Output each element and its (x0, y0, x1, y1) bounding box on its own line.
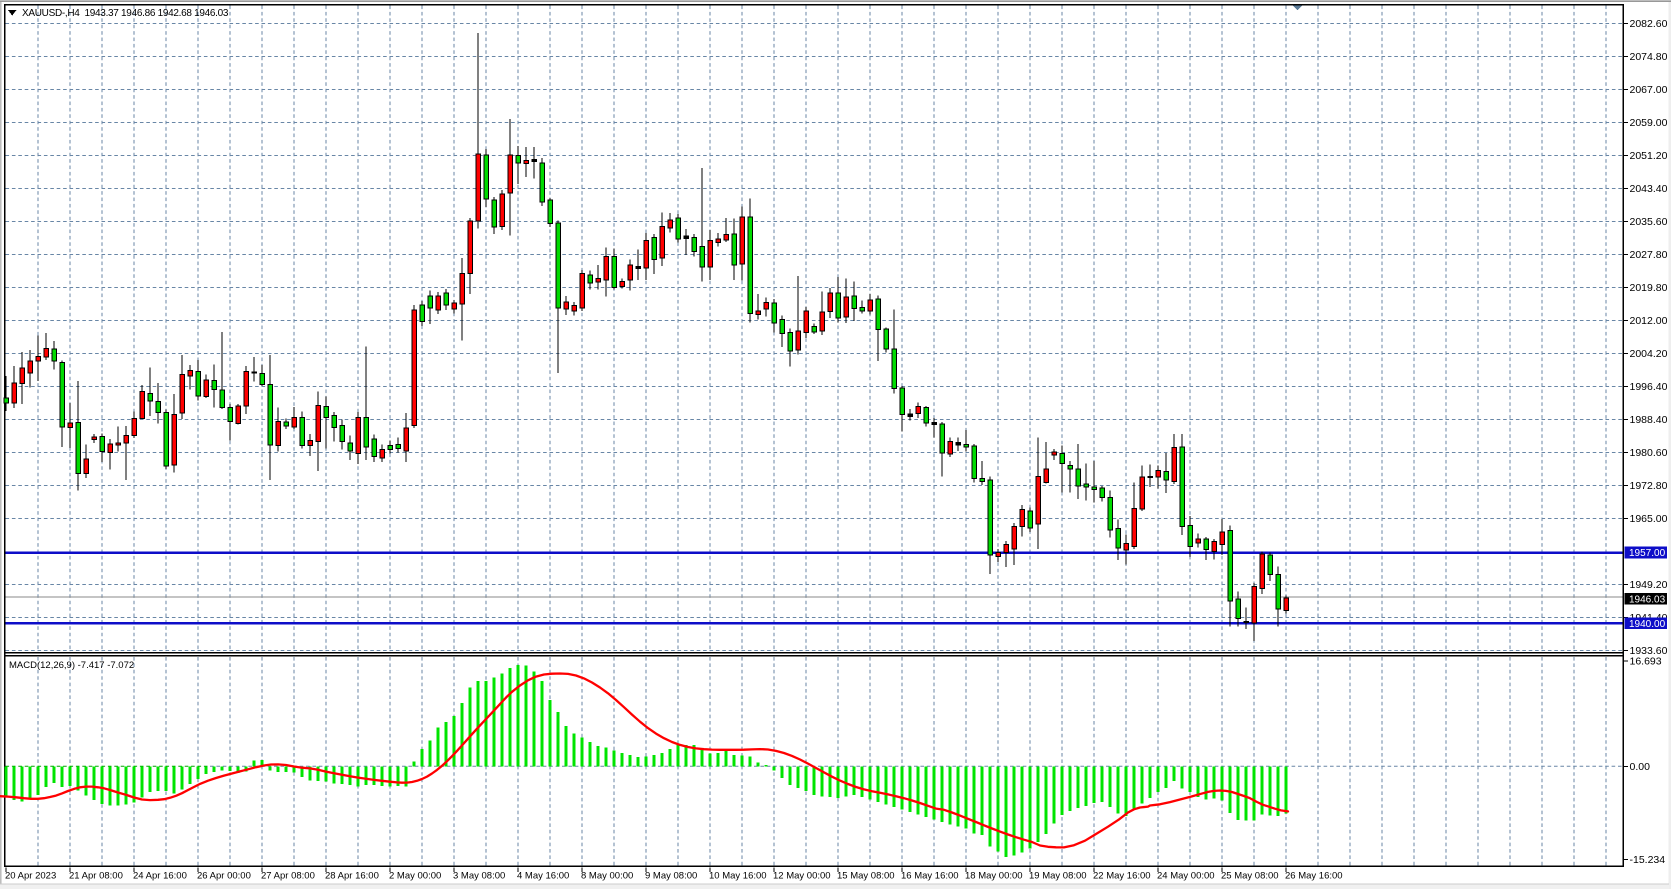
svg-text:1996.40: 1996.40 (1630, 381, 1668, 393)
svg-text:1957.00: 1957.00 (1629, 548, 1666, 559)
svg-text:12 May 00:00: 12 May 00:00 (773, 871, 831, 882)
svg-text:15 May 08:00: 15 May 08:00 (837, 871, 895, 882)
svg-text:0.00: 0.00 (1630, 761, 1651, 773)
svg-text:27 Apr 08:00: 27 Apr 08:00 (261, 871, 315, 882)
svg-text:2043.40: 2043.40 (1630, 183, 1668, 195)
svg-text:28 Apr 16:00: 28 Apr 16:00 (325, 871, 379, 882)
svg-text:16 May 16:00: 16 May 16:00 (901, 871, 959, 882)
svg-text:2051.20: 2051.20 (1630, 150, 1668, 162)
svg-text:4 May 16:00: 4 May 16:00 (517, 871, 569, 882)
svg-text:1940.00: 1940.00 (1629, 619, 1666, 630)
svg-text:16.693: 16.693 (1630, 656, 1662, 668)
svg-text:25 May 08:00: 25 May 08:00 (1221, 871, 1279, 882)
svg-text:2012.00: 2012.00 (1630, 315, 1668, 327)
svg-text:19 May 08:00: 19 May 08:00 (1029, 871, 1087, 882)
svg-text:1946.03: 1946.03 (1629, 594, 1666, 605)
svg-text:2035.60: 2035.60 (1630, 216, 1668, 228)
svg-text:9 May 08:00: 9 May 08:00 (645, 871, 697, 882)
svg-text:18 May 00:00: 18 May 00:00 (965, 871, 1023, 882)
svg-text:8 May 00:00: 8 May 00:00 (581, 871, 633, 882)
svg-text:1933.60: 1933.60 (1630, 645, 1668, 657)
svg-text:1988.40: 1988.40 (1630, 414, 1668, 426)
svg-text:2074.80: 2074.80 (1630, 51, 1668, 63)
svg-text:22 May 16:00: 22 May 16:00 (1093, 871, 1151, 882)
svg-text:26 Apr 00:00: 26 Apr 00:00 (197, 871, 251, 882)
svg-text:21 Apr 08:00: 21 Apr 08:00 (69, 871, 123, 882)
svg-text:1965.00: 1965.00 (1630, 513, 1668, 525)
svg-text:2082.60: 2082.60 (1630, 18, 1668, 30)
svg-text:20 Apr 2023: 20 Apr 2023 (5, 871, 56, 882)
svg-text:-15.234: -15.234 (1630, 854, 1666, 866)
svg-text:1980.60: 1980.60 (1630, 447, 1668, 459)
svg-text:2004.20: 2004.20 (1630, 348, 1668, 360)
svg-text:1972.80: 1972.80 (1630, 480, 1668, 492)
svg-text:3 May 08:00: 3 May 08:00 (453, 871, 505, 882)
svg-text:2059.00: 2059.00 (1630, 117, 1668, 129)
svg-text:24 May 00:00: 24 May 00:00 (1157, 871, 1215, 882)
svg-text:2 May 00:00: 2 May 00:00 (389, 871, 441, 882)
svg-text:24 Apr 16:00: 24 Apr 16:00 (133, 871, 187, 882)
svg-text:1949.20: 1949.20 (1630, 579, 1668, 591)
svg-text:26 May 16:00: 26 May 16:00 (1285, 871, 1343, 882)
svg-text:MACD(12,26,9) -7.417 -7.072: MACD(12,26,9) -7.417 -7.072 (9, 660, 134, 671)
svg-text:XAUUSD-,H4 1943.37 1946.86 19: XAUUSD-,H4 1943.37 1946.86 1942.68 1946.… (22, 8, 229, 19)
svg-text:10 May 16:00: 10 May 16:00 (709, 871, 767, 882)
svg-text:2019.80: 2019.80 (1630, 282, 1668, 294)
svg-text:2067.00: 2067.00 (1630, 84, 1668, 96)
svg-text:2027.80: 2027.80 (1630, 249, 1668, 261)
